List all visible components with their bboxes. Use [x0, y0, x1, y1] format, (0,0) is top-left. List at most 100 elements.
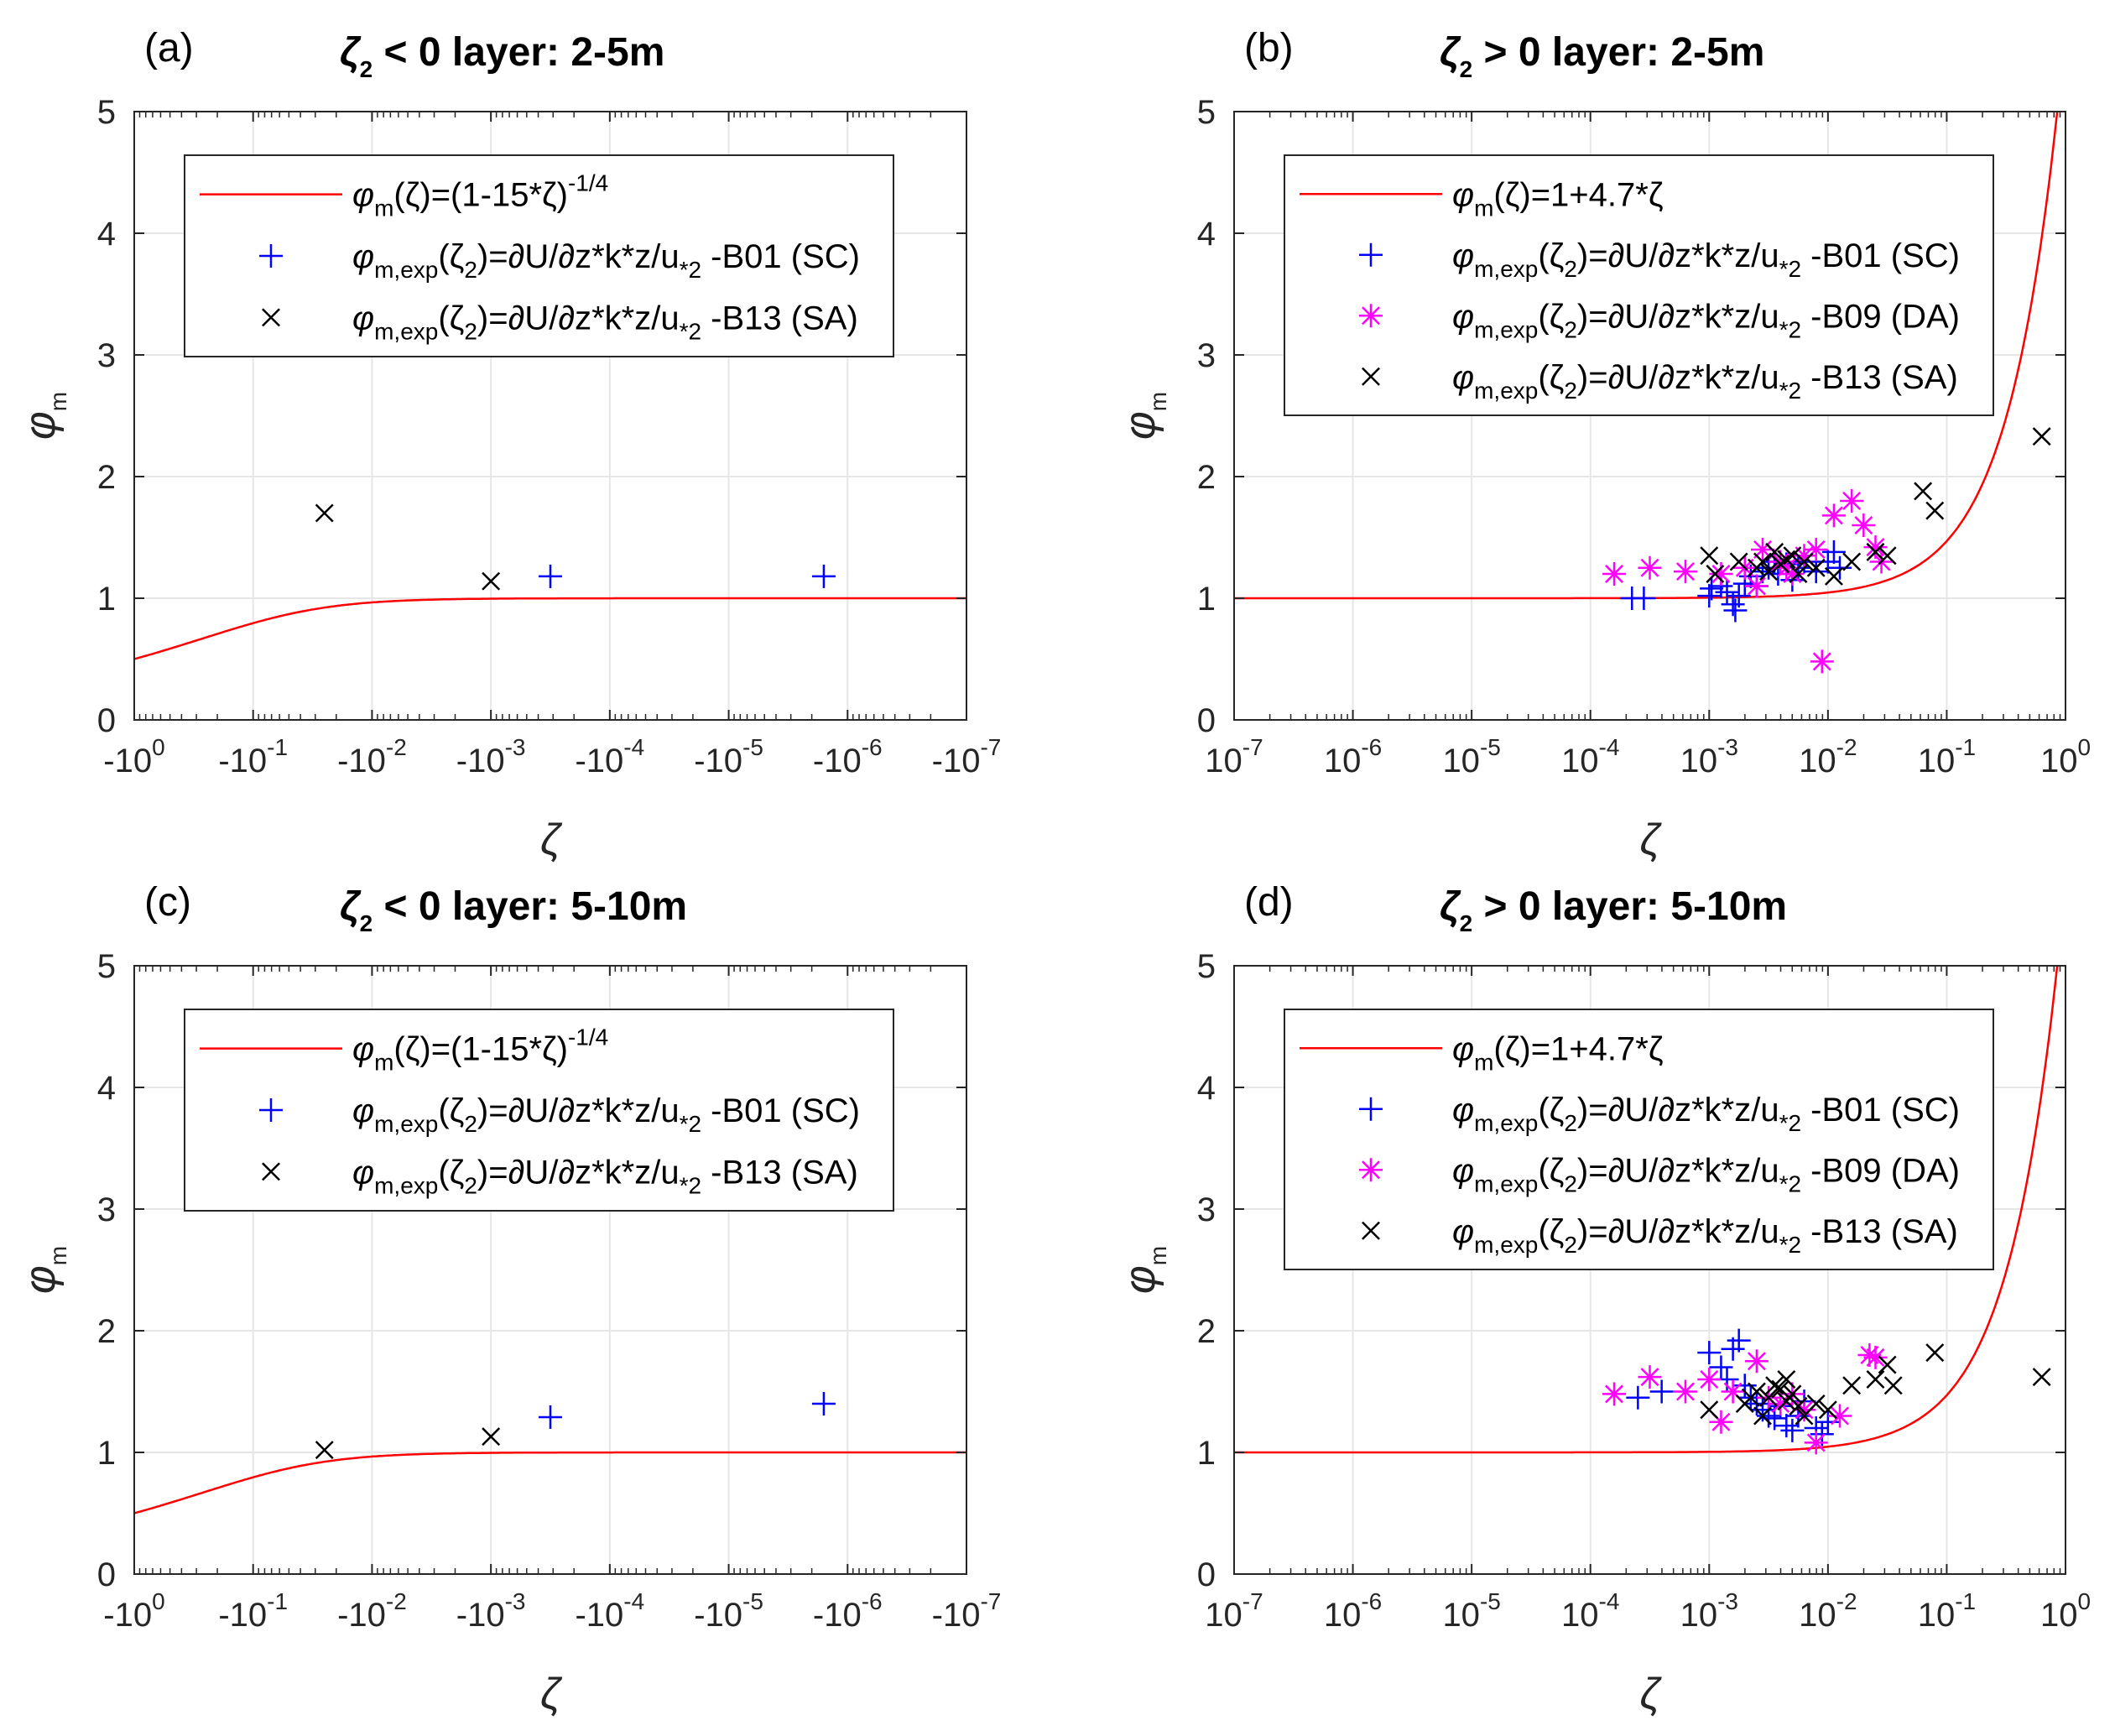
data-point	[1759, 1388, 1779, 1407]
data-point	[2032, 1368, 2051, 1387]
legend-marker-swatch	[259, 1098, 283, 1122]
x-tick-label: -10-2	[337, 1588, 407, 1634]
series-cross	[315, 503, 501, 591]
panel-letter: (a)	[144, 26, 194, 70]
data-point	[1777, 1370, 1796, 1389]
data-point	[1709, 562, 1733, 586]
data-point	[1602, 562, 1627, 586]
data-point	[1638, 555, 1662, 580]
data-point	[1700, 1400, 1719, 1420]
data-point	[1774, 1414, 1799, 1438]
data-point	[1765, 542, 1784, 561]
data-point	[1795, 552, 1814, 571]
data-point	[1789, 565, 1808, 583]
y-tick-label: 0	[1197, 702, 1216, 739]
data-point	[1765, 1376, 1784, 1395]
data-point	[811, 1392, 836, 1415]
minor-ticks	[1268, 966, 2061, 1574]
legend: φm(ζ)=1+4.7*ζ φm,exp(ζ2)=∂U/∂z*k*z/u*2 -B…	[1284, 154, 1994, 416]
panel-1: 10-7 10-6 10-5 10-4 10-3 10-2 10-1 100 0 1 2 3 4 5 ζ φm…	[1116, 26, 2091, 864]
legend-entry: φm,exp(ζ2)=∂U/∂z*k*z/u*2 -B09 (DA)	[1452, 1152, 1960, 1196]
legend-entry: φm,exp(ζ2)=∂U/∂z*k*z/u*2 -B13 (SA)	[1452, 359, 1958, 404]
data-point	[539, 564, 562, 588]
x-tick-label: 10-4	[1561, 734, 1619, 779]
legend-entry: φm(ζ)=1+4.7*ζ	[1452, 1030, 1663, 1075]
x-axis-label: ζ	[1639, 816, 1662, 864]
legend: φm(ζ)=(1-15*ζ)-1/4 φm,exp(ζ2)=∂U/∂z*k*z/u…	[184, 154, 894, 357]
x-tick-label: -10-2	[337, 734, 407, 779]
data-point	[1771, 1379, 1790, 1399]
panel-title: ζ2 < 0 layer: 5-10m	[340, 884, 687, 936]
legend-marker-swatch	[1362, 1221, 1380, 1240]
data-point	[1878, 546, 1897, 566]
legend-entry: φm,exp(ζ2)=∂U/∂z*k*z/u*2 -B01 (SC)	[352, 238, 860, 283]
data-point	[1673, 560, 1697, 584]
panel-letter: (c)	[144, 880, 191, 925]
data-point	[1715, 580, 1739, 604]
data-point	[539, 1405, 562, 1429]
x-tick-label: 10-2	[1799, 734, 1857, 779]
x-axis-label: ζ	[540, 816, 563, 864]
legend-marker-swatch	[1362, 367, 1380, 386]
data-point	[1649, 1379, 1674, 1404]
minor-ticks	[138, 112, 932, 720]
minor-ticks	[138, 966, 932, 1574]
data-point	[1700, 576, 1724, 601]
data-point	[1777, 550, 1796, 569]
y-tick-label: 2	[1197, 459, 1216, 496]
data-point	[811, 564, 836, 588]
legend-box	[184, 154, 894, 357]
data-point	[1744, 574, 1769, 598]
x-axis-label: ζ	[540, 1670, 563, 1718]
axes-box	[133, 111, 967, 721]
axes-box	[1233, 111, 2066, 721]
data-point	[1706, 565, 1725, 583]
axes-box	[133, 965, 967, 1575]
fit-line	[133, 597, 966, 660]
data-point	[1709, 1355, 1733, 1379]
series-cross	[315, 1427, 501, 1460]
x-tick-label: 10-1	[1918, 734, 1976, 779]
data-point	[1806, 1395, 1826, 1413]
data-point	[1638, 1365, 1662, 1389]
x-tick-label: -10-4	[575, 734, 644, 779]
data-point	[1925, 501, 1945, 520]
data-point	[1723, 598, 1748, 623]
legend-entry: φm(ζ)=(1-15*ζ)-1/4	[352, 170, 608, 222]
legend-entry: φm,exp(ζ2)=∂U/∂z*k*z/u*2 -B13 (SA)	[352, 1154, 858, 1198]
x-tick-label: -10-3	[456, 1588, 526, 1634]
x-axis-label: ζ	[1639, 1670, 1662, 1718]
data-point	[1626, 1385, 1650, 1410]
y-tick-label: 1	[97, 1435, 116, 1472]
y-tick-label: 3	[97, 1191, 116, 1228]
y-tick-label: 3	[1197, 337, 1216, 374]
x-tick-label: 10-5	[1442, 734, 1500, 779]
x-tick-label: -10-4	[575, 1588, 644, 1634]
legend-entry: φm,exp(ζ2)=∂U/∂z*k*z/u*2 -B01 (SC)	[1452, 237, 1960, 282]
data-point	[1783, 546, 1802, 566]
minor-ticks	[1268, 112, 2061, 720]
data-point	[1727, 584, 1751, 608]
x-tick-label: -10-5	[694, 734, 763, 779]
series-star	[1602, 489, 1894, 674]
x-tick-label: -10-3	[456, 734, 526, 779]
x-tick-label: 10-7	[1205, 1588, 1263, 1634]
x-tick-label: 100	[2040, 1588, 2091, 1634]
data-point	[1804, 538, 1828, 561]
data-point	[1863, 1345, 1888, 1369]
legend-marker-swatch	[1359, 242, 1383, 267]
x-tick-label: 10-5	[1442, 1588, 1500, 1634]
legend-entry: φm(ζ)=1+4.7*ζ	[1452, 176, 1663, 221]
data-point	[1914, 482, 1933, 501]
y-tick-label: 3	[97, 337, 116, 374]
data-point	[2032, 427, 2051, 446]
legend: φm(ζ)=1+4.7*ζ φm,exp(ζ2)=∂U/∂z*k*z/u*2 -B…	[1284, 1009, 1994, 1270]
y-tick-label: 0	[97, 702, 116, 739]
data-point	[1729, 552, 1748, 571]
legend-entry: φm,exp(ζ2)=∂U/∂z*k*z/u*2 -B01 (SC)	[1452, 1092, 1960, 1136]
legend-marker-swatch	[1359, 1158, 1383, 1182]
data-point	[1697, 1368, 1722, 1391]
x-tick-label: 10-1	[1918, 1588, 1976, 1634]
y-tick-label: 1	[1197, 581, 1216, 618]
